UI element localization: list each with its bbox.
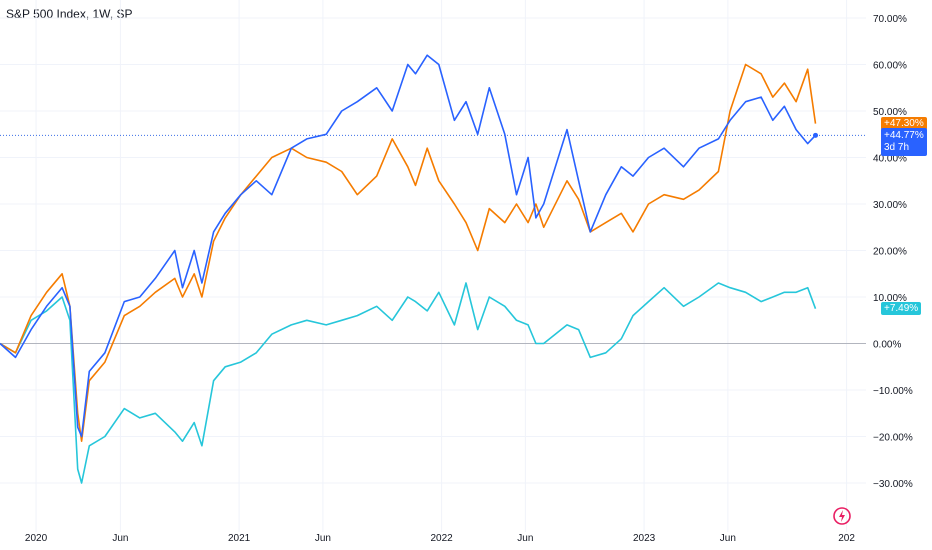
x-tick-label: 202 xyxy=(838,533,855,544)
x-tick-label: Jun xyxy=(112,533,128,544)
orange-series-line xyxy=(0,63,817,443)
y-tick-label: −30.00% xyxy=(873,479,913,490)
y-tick-label: 50.00% xyxy=(873,107,907,118)
tradingview-logo-icon[interactable] xyxy=(832,506,852,531)
blue-series-last-value: +44.77% xyxy=(884,130,924,142)
last-price-marker xyxy=(813,132,819,138)
series-lines xyxy=(0,54,866,484)
grid-lines xyxy=(0,0,866,532)
y-tick-label: −10.00% xyxy=(873,386,913,397)
teal-series-last-value-badge: +7.49% xyxy=(881,301,922,315)
y-tick-label: −20.00% xyxy=(873,433,913,444)
x-tick-label: 2020 xyxy=(25,533,48,544)
x-tick-label: Jun xyxy=(720,533,736,544)
x-tick-label: 2021 xyxy=(228,533,251,544)
y-tick-label: 0.00% xyxy=(873,340,901,351)
y-tick-label: 30.00% xyxy=(873,200,907,211)
y-tick-label: 60.00% xyxy=(873,61,907,72)
x-axis-labels: 2020 Jun 2021 Jun 2022 Jun 2023 Jun 202 xyxy=(25,533,855,544)
y-axis-labels: 70.00% 60.00% 50.00% 40.00% 30.00% 20.00% 10.0… xyxy=(873,14,913,490)
x-tick-label: Jun xyxy=(517,533,533,544)
y-tick-label: 20.00% xyxy=(873,247,907,258)
blue-series-line xyxy=(0,54,817,438)
y-tick-label: 70.00% xyxy=(873,14,907,25)
orange-series-last-value-badge: +47.30% xyxy=(881,116,927,130)
x-tick-label: Jun xyxy=(315,533,331,544)
x-tick-label: 2022 xyxy=(430,533,453,544)
teal-series-line xyxy=(0,282,817,484)
bar-countdown: 3d 7h xyxy=(884,142,910,154)
y-tick-label: 10.00% xyxy=(873,293,907,304)
y-tick-label: 40.00% xyxy=(873,154,907,165)
x-tick-label: 2023 xyxy=(633,533,656,544)
blue-series-last-value-badge: +44.77% 3d 7h xyxy=(881,128,927,157)
